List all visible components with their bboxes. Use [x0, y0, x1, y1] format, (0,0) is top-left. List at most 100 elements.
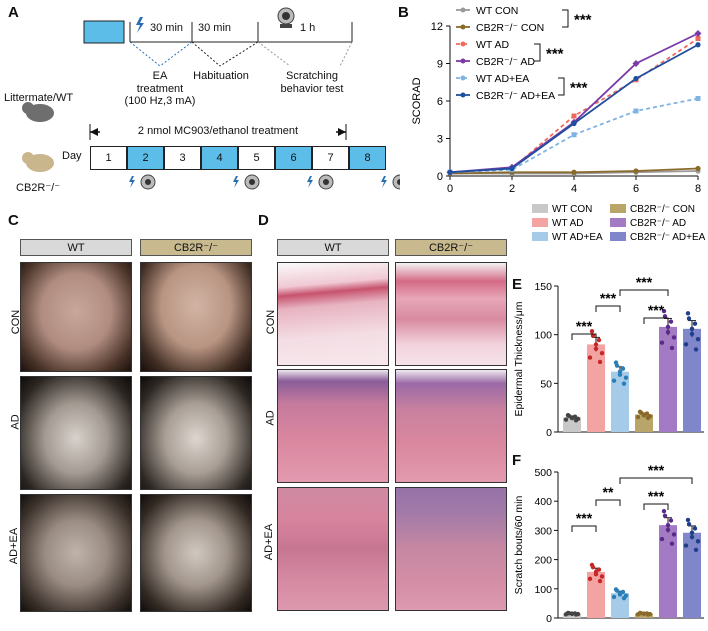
b-legend-marker	[460, 7, 466, 13]
f-datapoint	[617, 590, 623, 596]
d-row-ad: AD	[264, 410, 277, 426]
ef-legend-label: WT AD	[552, 218, 583, 229]
b-point	[571, 113, 577, 119]
e-datapoint	[587, 355, 593, 360]
e-datapoint	[621, 381, 627, 386]
ef-legend-label: WT CON	[552, 204, 592, 215]
e-datapoint	[635, 414, 641, 420]
e-datapoint	[565, 413, 571, 418]
time-ea: 30 min	[150, 22, 184, 34]
panel-label-a: A	[8, 4, 19, 21]
b-legend-label: WT AD+EA	[476, 73, 529, 85]
e-datapoint	[599, 350, 605, 356]
b-sig-bracket	[558, 77, 565, 96]
time-habituation: 30 min	[198, 22, 232, 34]
f-sig-bracket	[619, 477, 693, 484]
b-point	[571, 120, 577, 127]
b-point	[633, 168, 639, 174]
day-4: 4	[201, 146, 238, 170]
f-datapoint	[613, 587, 619, 592]
panel-label-f: F	[512, 452, 522, 469]
f-sig-bracket	[571, 525, 597, 532]
e-datapoint	[590, 333, 596, 338]
b-point	[509, 165, 515, 172]
e-datapoint	[693, 347, 699, 352]
ef-legend-label: CB2R⁻/⁻ AD	[630, 218, 686, 229]
f-datapoint	[621, 595, 627, 601]
e-datapoint	[623, 375, 629, 380]
e-datapoint	[617, 372, 623, 377]
f-ylabel: Scratch bouts/60 min	[513, 496, 525, 595]
panel-label-d: D	[258, 212, 269, 229]
e-datapoint	[683, 342, 689, 347]
f-datapoint	[589, 562, 595, 568]
b-ytick-label: 6	[437, 96, 443, 108]
e-datapoint	[569, 415, 575, 420]
histo-wt-ad	[277, 369, 389, 483]
ef-legend-swatch	[532, 218, 548, 227]
f-datapoint	[587, 576, 593, 581]
e-sig-label: ***	[600, 290, 617, 306]
b-legend-label: CB2R⁻/⁻ AD	[476, 56, 535, 68]
f-datapoint	[569, 611, 575, 616]
f-bar	[587, 571, 605, 618]
e-datapoint	[668, 319, 674, 324]
f-datapoint	[597, 578, 603, 584]
e-sig-bracket	[643, 317, 669, 324]
mouse-wt-label: Littermate/WT	[4, 92, 74, 104]
e-bar	[611, 371, 629, 432]
e-ytick-label: 0	[546, 427, 552, 439]
f-ytick-label: 300	[534, 525, 552, 537]
e-datapoint	[671, 335, 677, 340]
b-xtick-label: 4	[571, 183, 577, 195]
b-sig-label: ***	[546, 46, 564, 63]
scorad-line-chart: 0 3 6 9 12 0 2 4 6 8 SCORAD WT CON CB2R⁻/⁻ CON WT AD C…	[411, 5, 702, 195]
photo-cb2r-adea	[140, 494, 252, 612]
e-datapoint	[589, 329, 595, 334]
b-point	[632, 60, 640, 67]
step-habituation: Habituation	[193, 70, 249, 82]
e-datapoint	[686, 316, 692, 321]
epidermal-thickness-chart: 0 50 100 150 Epidermal Thickness/μm *** *** ***…	[513, 274, 704, 439]
f-sig-label: ***	[648, 488, 665, 504]
ef-legend-swatch	[610, 204, 626, 213]
b-legend-marker	[460, 58, 466, 64]
b-legend-label: CB2R⁻/⁻ AD+EA	[476, 90, 555, 102]
e-sig-bracket	[571, 333, 597, 340]
e-datapoint	[573, 418, 579, 423]
day-5: 5	[238, 146, 275, 170]
b-legend-label: WT AD	[476, 39, 509, 51]
e-datapoint	[662, 314, 668, 319]
b-point	[571, 132, 577, 138]
b-legend-label: WT CON	[476, 5, 518, 17]
f-datapoint	[686, 522, 692, 527]
b-legend-marker	[460, 24, 466, 30]
e-ytick-label: 150	[534, 281, 552, 293]
d-header-wt: WT	[277, 239, 389, 256]
f-datapoint	[641, 611, 647, 616]
f-sig-bracket	[595, 499, 621, 506]
b-sig-bracket	[562, 9, 569, 28]
panel-label-e: E	[512, 276, 523, 293]
panel-label-b: B	[398, 4, 409, 21]
b-point	[695, 36, 701, 41]
ef-legend: WT CON CB2R⁻/⁻ CON WT AD CB2R⁻/⁻ AD WT AD+EA…	[532, 204, 706, 243]
f-datapoint	[662, 513, 668, 519]
day-6: 6	[275, 146, 312, 170]
ef-legend-label: WT AD+EA	[552, 232, 603, 243]
b-legend-label: CB2R⁻/⁻ CON	[476, 22, 544, 34]
e-datapoint	[669, 345, 675, 351]
e-bar	[659, 326, 677, 432]
f-datapoint	[692, 526, 698, 531]
e-datapoint	[689, 331, 695, 337]
e-sig-label: ***	[648, 302, 665, 318]
e-datapoint	[695, 336, 701, 342]
panel-a-timeline	[22, 7, 400, 190]
e-datapoint	[659, 340, 665, 345]
photo-cb2r-con	[140, 262, 252, 372]
histo-wt-adea	[277, 487, 389, 611]
f-datapoint	[659, 536, 665, 542]
c-header-cb2r: CB2R⁻/⁻	[140, 239, 252, 256]
e-datapoint	[641, 412, 647, 417]
f-sig-label: ***	[576, 510, 593, 526]
